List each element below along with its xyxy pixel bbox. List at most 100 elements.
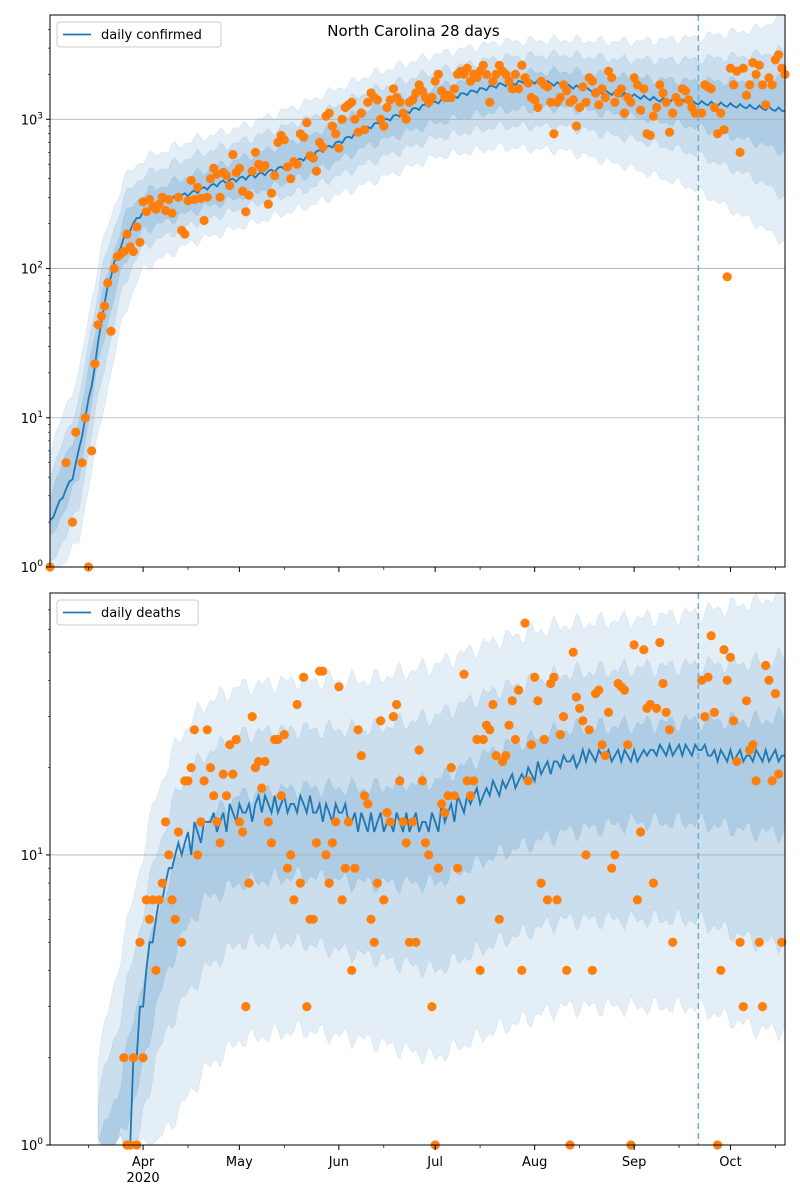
data-point bbox=[299, 132, 309, 142]
data-point bbox=[363, 97, 373, 107]
data-point bbox=[449, 791, 459, 801]
data-point bbox=[594, 100, 604, 110]
data-point bbox=[372, 95, 382, 105]
data-point bbox=[388, 84, 398, 94]
data-point bbox=[202, 192, 212, 202]
data-point bbox=[218, 769, 228, 779]
x-tick-label: Sep bbox=[622, 1155, 647, 1170]
data-point bbox=[530, 95, 540, 105]
data-point bbox=[154, 895, 164, 905]
data-point bbox=[741, 90, 752, 100]
data-point bbox=[350, 114, 360, 124]
data-point bbox=[340, 863, 350, 873]
data-point bbox=[372, 878, 382, 888]
data-point bbox=[135, 937, 145, 947]
data-point bbox=[584, 725, 594, 735]
data-point bbox=[719, 125, 729, 135]
data-point bbox=[138, 1053, 148, 1063]
data-point bbox=[321, 850, 331, 860]
data-point bbox=[141, 895, 151, 905]
data-point bbox=[491, 751, 501, 761]
data-point bbox=[334, 143, 344, 153]
data-point bbox=[395, 776, 405, 786]
data-point bbox=[587, 76, 598, 86]
data-point bbox=[639, 645, 649, 655]
data-point bbox=[77, 458, 87, 468]
legend-label-daily-deaths: daily deaths bbox=[101, 606, 181, 621]
data-point bbox=[228, 769, 238, 779]
data-point bbox=[209, 791, 219, 801]
data-point bbox=[343, 817, 354, 827]
y-tick-label: 100 bbox=[21, 559, 44, 576]
data-point bbox=[379, 895, 389, 905]
data-point bbox=[764, 73, 774, 83]
data-point bbox=[578, 716, 588, 726]
data-point bbox=[234, 817, 244, 827]
data-point bbox=[478, 60, 488, 70]
data-point bbox=[244, 878, 254, 888]
data-point bbox=[597, 740, 607, 750]
data-point bbox=[507, 84, 517, 94]
data-point bbox=[629, 640, 639, 650]
data-point bbox=[324, 878, 334, 888]
data-point bbox=[632, 895, 643, 905]
data-point bbox=[289, 895, 299, 905]
data-point bbox=[167, 895, 177, 905]
data-point bbox=[716, 108, 726, 118]
data-point bbox=[764, 675, 774, 685]
data-point bbox=[215, 838, 225, 848]
data-point bbox=[302, 118, 312, 128]
data-point bbox=[250, 147, 260, 157]
data-point bbox=[507, 696, 517, 706]
data-point bbox=[173, 192, 183, 202]
data-point bbox=[408, 95, 418, 105]
x-tick-label: Aug bbox=[522, 1155, 547, 1170]
data-point bbox=[581, 97, 591, 107]
data-point bbox=[350, 863, 360, 873]
data-point bbox=[193, 850, 203, 860]
confirmed-x-ticks bbox=[88, 567, 776, 572]
data-point bbox=[697, 108, 707, 118]
data-point bbox=[446, 92, 456, 103]
data-point bbox=[619, 685, 630, 695]
deaths-legend: daily deaths bbox=[56, 599, 199, 626]
data-point bbox=[533, 696, 543, 706]
data-point bbox=[437, 799, 447, 809]
data-point bbox=[674, 97, 684, 107]
data-point bbox=[456, 895, 466, 905]
data-point bbox=[379, 121, 389, 131]
data-point bbox=[366, 914, 376, 924]
data-point bbox=[520, 618, 530, 628]
y-tick-label: 101 bbox=[21, 847, 43, 864]
data-point bbox=[193, 182, 203, 192]
data-point bbox=[626, 97, 636, 107]
data-point bbox=[578, 82, 588, 92]
data-point bbox=[80, 413, 90, 423]
data-point bbox=[774, 769, 784, 779]
data-point bbox=[318, 142, 328, 152]
data-point bbox=[446, 763, 456, 773]
data-point bbox=[725, 652, 736, 662]
confirmed-panel: 100 101 102 103 North Carolina 28 days dail… bbox=[21, 14, 790, 576]
data-point bbox=[603, 707, 614, 718]
data-point bbox=[757, 1002, 768, 1012]
data-point bbox=[729, 80, 739, 90]
data-point bbox=[729, 716, 739, 726]
data-point bbox=[231, 734, 241, 745]
data-point bbox=[202, 725, 212, 735]
data-point bbox=[706, 631, 716, 641]
data-point bbox=[648, 878, 659, 888]
data-point bbox=[475, 965, 485, 976]
data-point bbox=[427, 92, 437, 103]
data-point bbox=[144, 194, 155, 205]
y-tick-label: 101 bbox=[21, 410, 43, 427]
data-point bbox=[629, 73, 639, 83]
data-point bbox=[700, 712, 710, 722]
data-point bbox=[709, 102, 720, 113]
data-point bbox=[170, 914, 180, 924]
deaths-y-ticks: 100 101 bbox=[21, 609, 50, 1154]
data-point bbox=[465, 791, 476, 801]
data-point bbox=[709, 707, 720, 718]
data-point bbox=[443, 791, 453, 801]
